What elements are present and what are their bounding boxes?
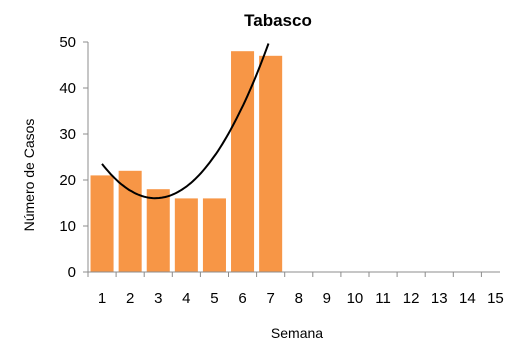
x-tick-label-1: 1: [98, 290, 106, 307]
x-tick-label-14: 14: [459, 290, 476, 307]
x-tick-label-5: 5: [210, 290, 218, 307]
bar-6: [231, 51, 255, 273]
x-tick-label-11: 11: [375, 290, 391, 307]
x-tick-label-9: 9: [323, 290, 331, 307]
bar-2: [118, 170, 142, 272]
x-tick-label-6: 6: [238, 290, 246, 307]
x-tick-label-13: 13: [431, 290, 448, 307]
bar-1: [90, 175, 114, 272]
x-tick-label-15: 15: [487, 290, 504, 307]
y-tick-label-40: 40: [59, 80, 76, 97]
bar-3: [146, 189, 170, 272]
x-tick-label-10: 10: [347, 290, 364, 307]
y-tick-label-0: 0: [68, 264, 76, 281]
x-tick-label-12: 12: [403, 290, 420, 307]
x-axis-title: Semana: [271, 325, 323, 341]
bar-4: [174, 198, 198, 272]
chart-title: Tabasco: [244, 11, 312, 30]
y-tick-label-10: 10: [59, 218, 76, 235]
trendline: [101, 43, 270, 200]
y-tick-label-30: 30: [59, 126, 76, 143]
x-tick-label-4: 4: [182, 290, 190, 307]
x-tick-label-7: 7: [266, 290, 274, 307]
bar-5: [202, 198, 226, 272]
y-axis-title: Número de Casos: [21, 119, 37, 232]
x-tick-label-8: 8: [295, 290, 303, 307]
bar-7: [259, 55, 283, 272]
x-tick-label-3: 3: [154, 290, 162, 307]
y-tick-label-20: 20: [59, 172, 76, 189]
x-tick-label-2: 2: [126, 290, 134, 307]
y-tick-label-50: 50: [59, 34, 76, 51]
